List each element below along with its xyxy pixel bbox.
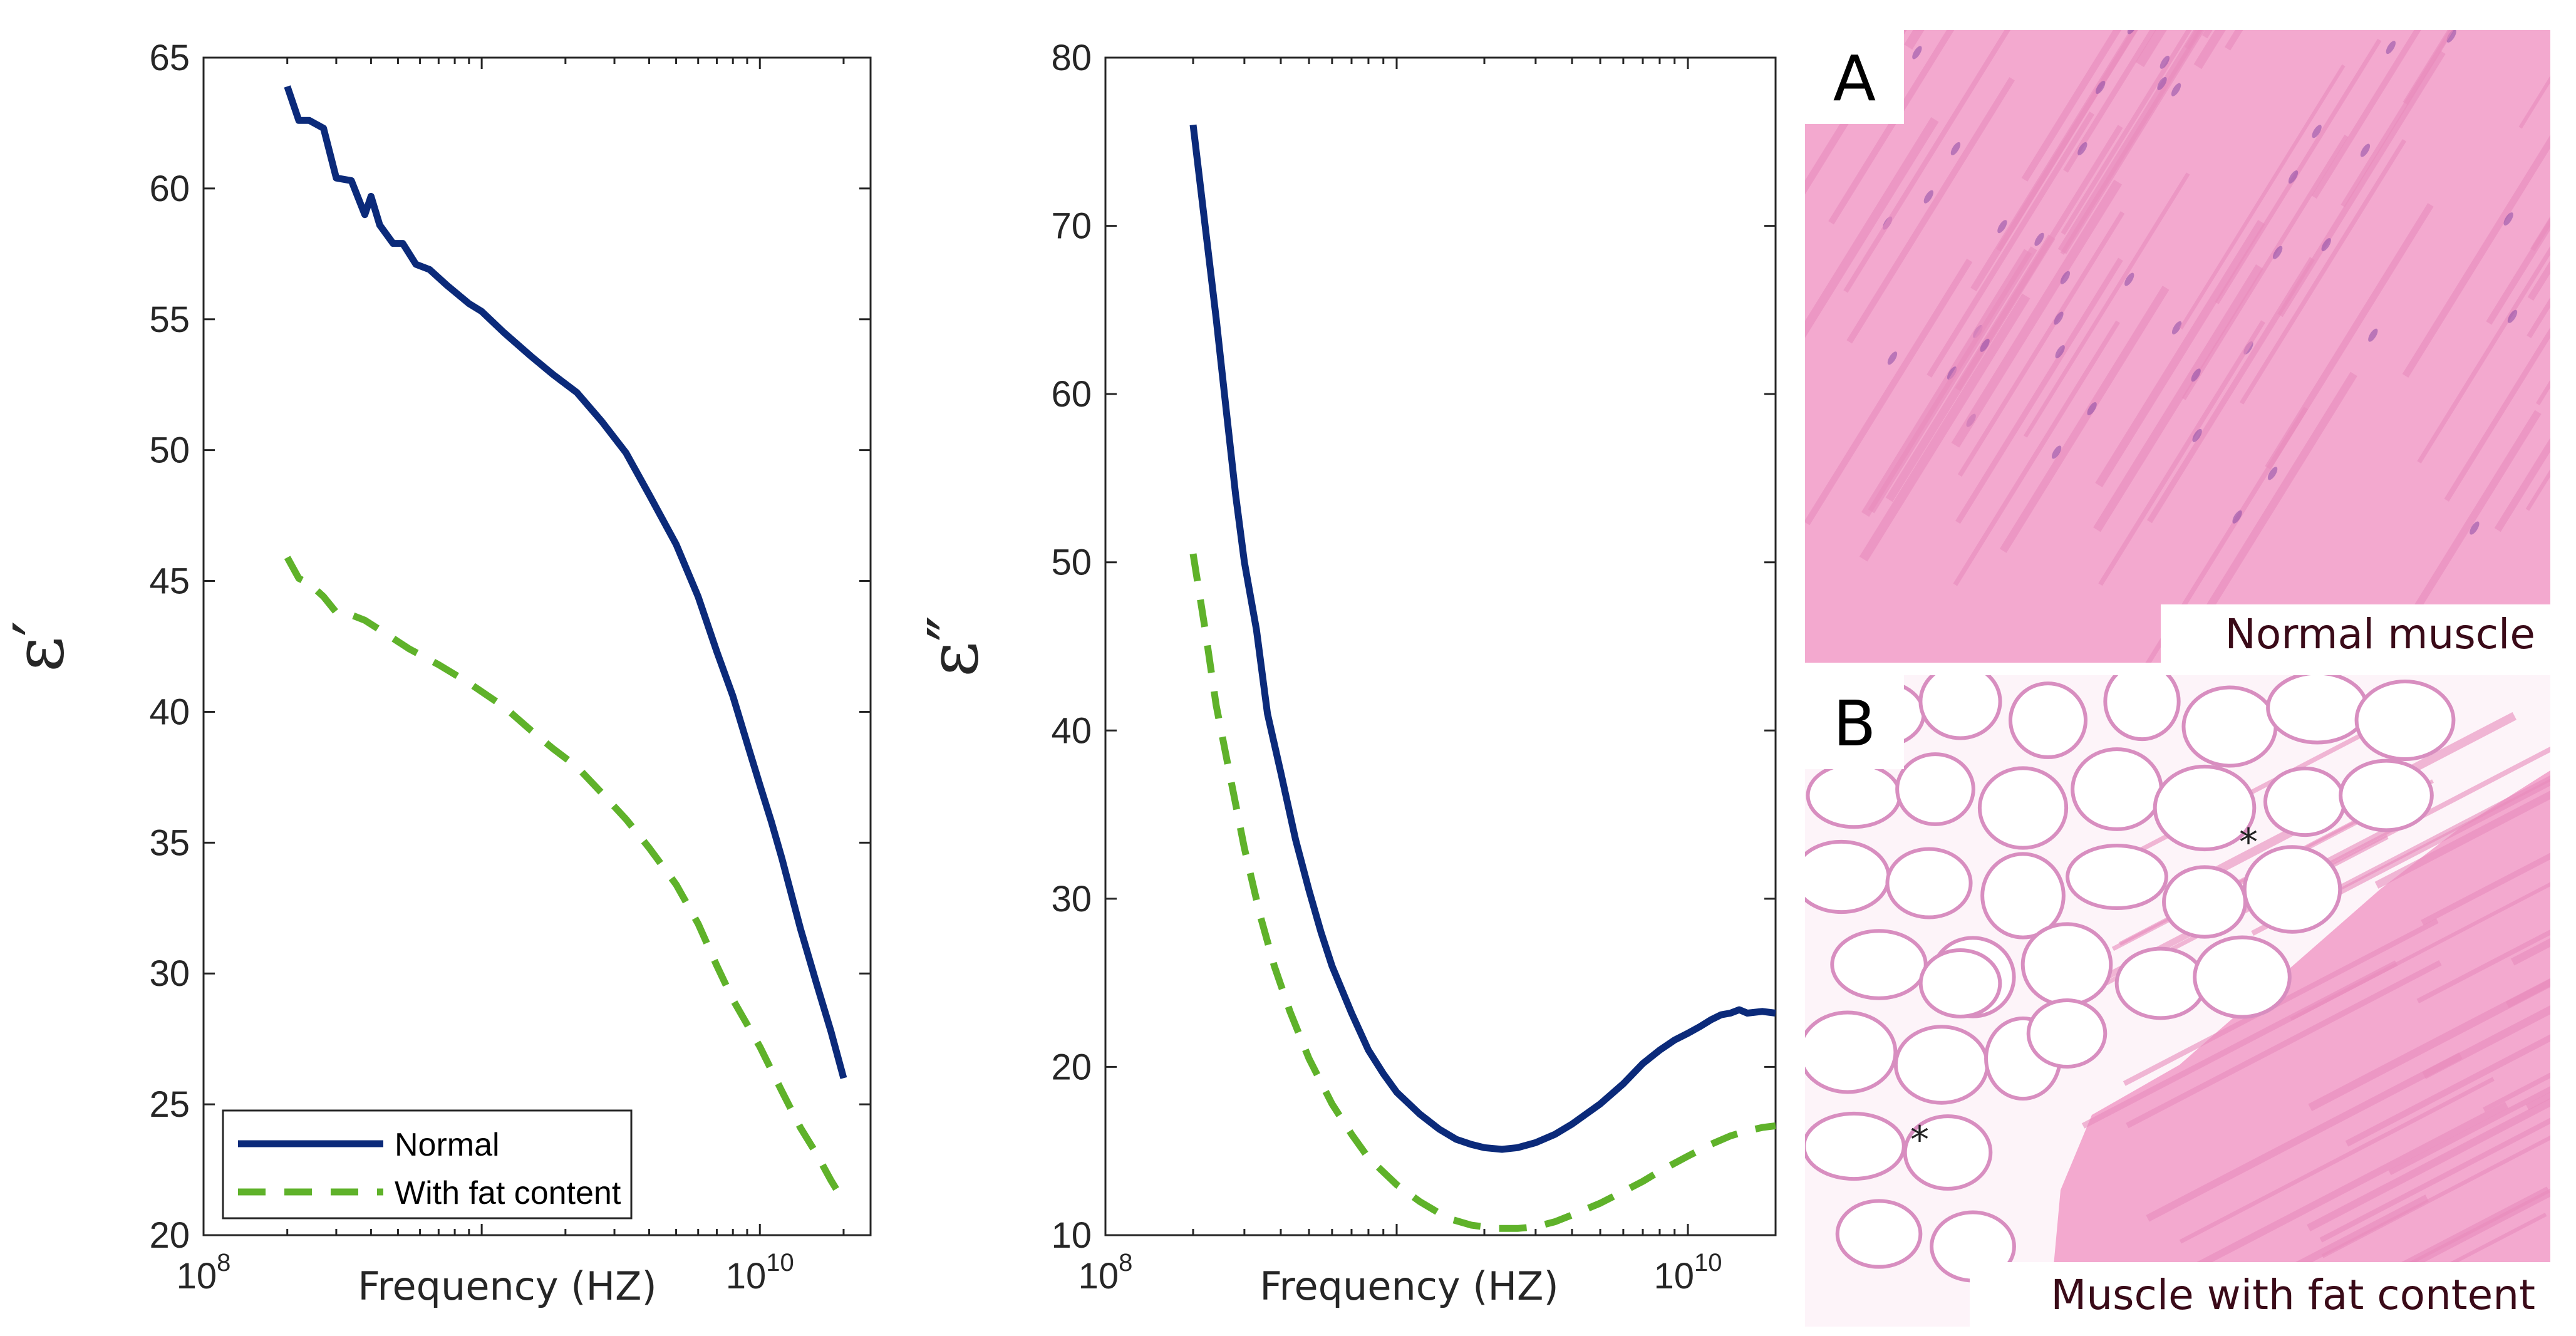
caption-bg-b (1970, 1262, 2550, 1327)
y-tick-label: 20 (1051, 1047, 1092, 1087)
y-tick-label: 30 (149, 953, 190, 994)
plot-area-2 (1104, 56, 1777, 1236)
caption-a: Normal muscle (2225, 610, 2535, 658)
panel-letter-a: A (1833, 42, 1876, 115)
y-tick-label: 50 (149, 430, 190, 471)
caption-bg-a (2161, 604, 2550, 663)
y-tick-label: 60 (1051, 374, 1092, 415)
y-tick-label: 35 (149, 822, 190, 863)
x-tick-label: 1010 (726, 1249, 794, 1297)
plot-area-1 (202, 56, 872, 1236)
y-tick-label: 45 (149, 561, 190, 602)
y-tick-label: 50 (1051, 542, 1092, 583)
y-tick-label: 20 (149, 1215, 190, 1256)
y-tick-label: 70 (1051, 206, 1092, 247)
legend-label-normal: Normal (395, 1127, 500, 1163)
histology-panel-b: * * B Muscle with fat content (1805, 675, 2550, 1327)
panel-letter-bg-b (1805, 675, 1904, 769)
y-tick-label: 25 (149, 1084, 190, 1125)
y-tick-label: 80 (1051, 38, 1092, 78)
chart-permittivity-real: 20 25 30 35 40 45 50 55 60 65 108 1010 Frequency (… (0, 38, 872, 1309)
series-line-normal (1189, 124, 1776, 1153)
asterisk-marker: * (1910, 1118, 1929, 1162)
asterisk-marker: * (2239, 821, 2258, 864)
panel-letter-bg-a (1805, 30, 1904, 124)
legend-box (222, 1109, 633, 1219)
x-tick-label: 108 (177, 1249, 231, 1297)
caption-b: Muscle with fat content (2051, 1271, 2535, 1319)
series-line-fat (284, 556, 847, 1203)
y-tick-label: 10 (1051, 1215, 1092, 1256)
y-tick-label: 55 (149, 299, 190, 340)
legend: Normal With fat content (222, 1109, 633, 1219)
series-line-fat (1189, 553, 1776, 1232)
y-tick-label: 40 (1051, 710, 1092, 751)
legend-label-fat: With fat content (395, 1175, 621, 1211)
y-tick-label: 60 (149, 168, 190, 209)
y-tick-label: 30 (1051, 879, 1092, 919)
histology-panel-a: A Normal muscle (1805, 30, 2550, 663)
y-tick-label: 65 (149, 38, 190, 78)
x-tick-label: 108 (1079, 1249, 1133, 1297)
x-axis-label-2: Frequency (HZ) (1260, 1263, 1558, 1309)
x-tick-label: 1010 (1654, 1249, 1722, 1297)
y-axis-label-1: ε′ (0, 621, 79, 672)
series-line-normal (284, 85, 847, 1079)
panel-letter-b: B (1833, 687, 1876, 760)
x-axis-label-1: Frequency (HZ) (358, 1263, 656, 1309)
y-axis-label-2: ε″ (913, 616, 993, 677)
y-tick-label: 40 (149, 691, 190, 732)
